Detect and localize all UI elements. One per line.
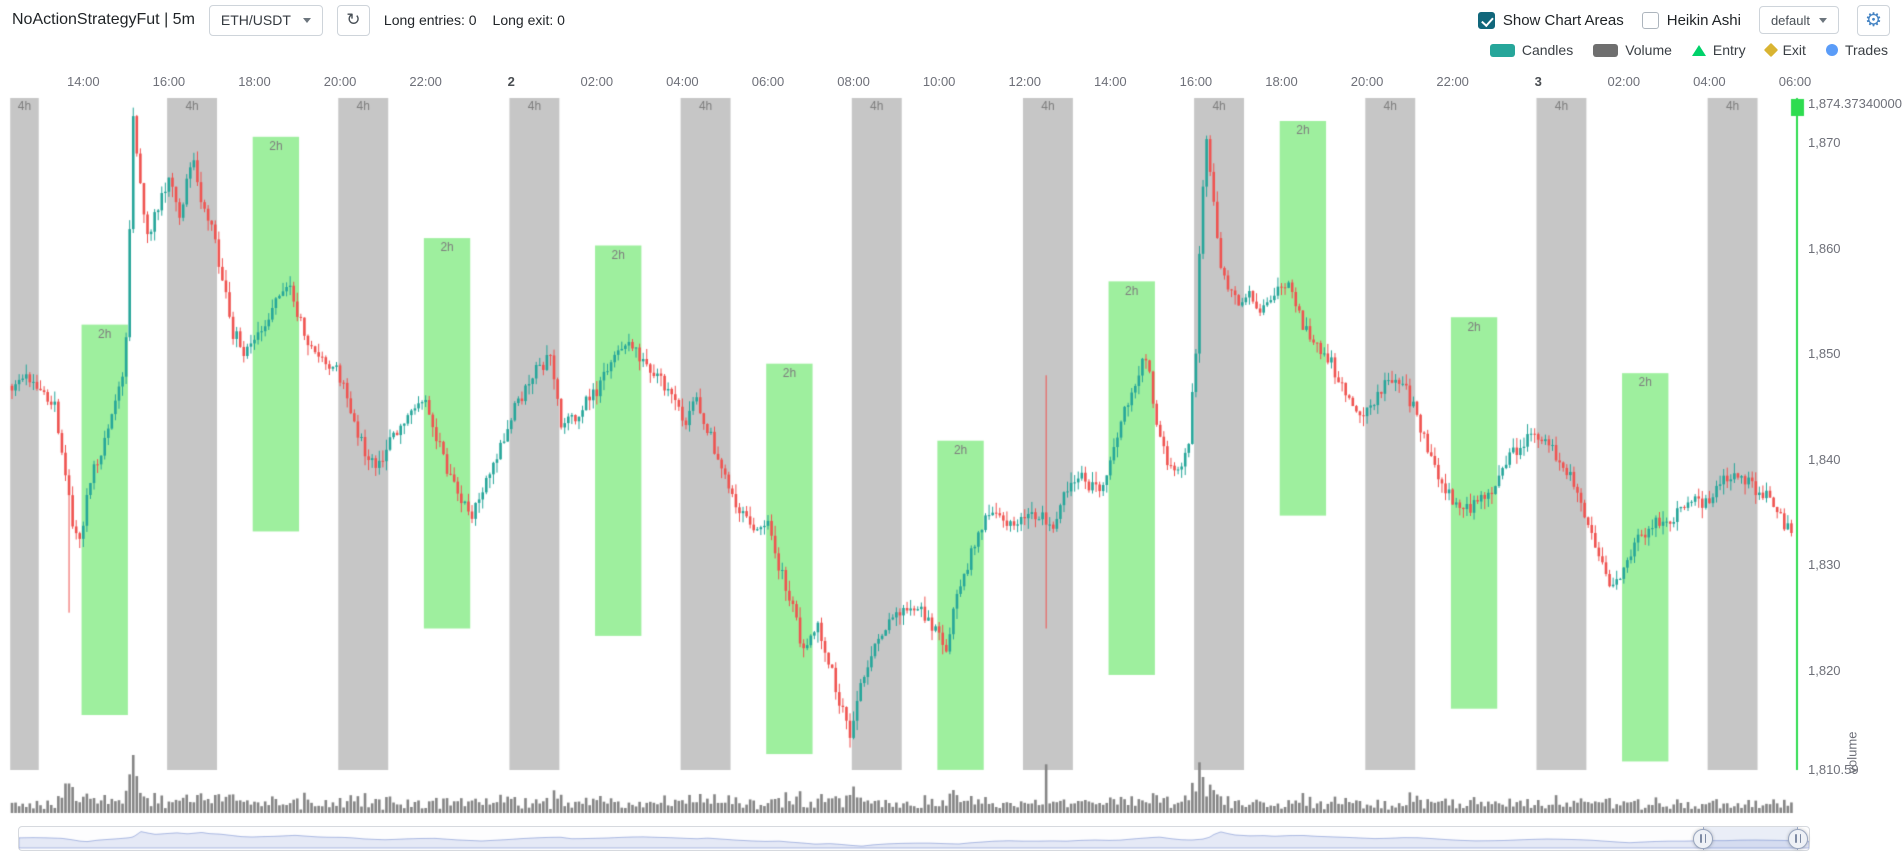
legend-label: Trades — [1844, 42, 1888, 58]
gear-icon: ⚙ — [1864, 9, 1883, 31]
y-axis-label: 1,840 — [1808, 451, 1841, 467]
y-axis-label: 1,874.373400000 — [1808, 96, 1902, 111]
show-chart-areas-checkbox[interactable]: Show Chart Areas — [1477, 11, 1624, 29]
topbar: NoActionStrategyFut | 5m ETH/USDT ↻ Long… — [0, 0, 1902, 40]
y-axis-label: 1,820 — [1808, 662, 1841, 678]
plot-config-select[interactable]: default — [1758, 6, 1839, 34]
y-axis-label: 1,850 — [1808, 346, 1841, 362]
y-axis-label: 1,860 — [1808, 240, 1841, 256]
legend-item-exit[interactable]: Exit — [1763, 42, 1806, 58]
x-axis-label: 20:00 — [1350, 74, 1384, 89]
x-axis-label: 02:00 — [580, 74, 614, 89]
x-axis-label: 18:00 — [238, 74, 271, 89]
x-axis: 14:00 16:00 18:00 20:00 22:00 2 02:00 04:00 06:0… — [0, 74, 1812, 90]
x-axis-label: 02:00 — [1607, 74, 1641, 89]
x-axis-label: 14:00 — [67, 74, 100, 89]
legend-item-trades[interactable]: Trades — [1825, 42, 1888, 58]
x-axis-label: 3 — [1534, 74, 1542, 89]
datazoom-preview — [19, 827, 1809, 850]
y-axis-label: 1,830 — [1808, 557, 1841, 573]
x-axis-label: 04:00 — [1693, 74, 1726, 89]
trades-swatch-icon — [1825, 44, 1838, 56]
legend-label: Entry — [1712, 42, 1746, 58]
volume-swatch-icon — [1593, 43, 1619, 57]
checkbox-unchecked-icon — [1641, 11, 1659, 29]
datazoom-handle-right[interactable] — [1788, 828, 1809, 849]
volume-axis-label: volume — [1844, 731, 1860, 774]
trade-counts: Long entries: 0 Long exit: 0 — [384, 12, 565, 28]
refresh-icon: ↻ — [346, 10, 361, 29]
x-axis-label: 20:00 — [323, 74, 357, 89]
exit-swatch-icon — [1763, 42, 1778, 58]
pair-select-value: ETH/USDT — [220, 12, 291, 28]
legend-item-entry[interactable]: Entry — [1691, 42, 1746, 58]
entry-swatch-icon — [1691, 44, 1706, 56]
topbar-right-controls: Show Chart Areas Heikin Ashi default ⚙ — [1477, 4, 1890, 36]
x-axis-label: 16:00 — [1179, 74, 1213, 89]
x-axis-label: 06:00 — [751, 74, 785, 89]
legend-label: Volume — [1625, 42, 1672, 58]
show-chart-areas-label: Show Chart Areas — [1502, 11, 1624, 29]
chevron-down-icon — [302, 17, 311, 23]
datazoom-handle-left[interactable] — [1693, 828, 1714, 849]
checkbox-checked-icon — [1477, 11, 1495, 29]
legend-item-volume[interactable]: Volume — [1593, 42, 1672, 58]
y-axis-label: 1,870 — [1808, 135, 1841, 151]
price-chart-canvas[interactable] — [0, 97, 1810, 816]
legend-label: Candles — [1521, 42, 1574, 58]
x-axis-label: 10:00 — [922, 74, 956, 89]
pair-select[interactable]: ETH/USDT — [208, 4, 323, 36]
x-axis-label: 12:00 — [1008, 74, 1042, 89]
refresh-button[interactable]: ↻ — [336, 4, 370, 36]
x-axis-label: 14:00 — [1094, 74, 1127, 89]
x-axis-label: 16:00 — [152, 74, 186, 89]
heikin-ashi-label: Heikin Ashi — [1666, 11, 1741, 29]
chart-legend: Candles Volume Entry Exit Trades — [1489, 40, 1888, 60]
legend-item-candles[interactable]: Candles — [1489, 42, 1574, 58]
legend-label: Exit — [1782, 42, 1806, 58]
y-axis-label: 1,810.59 — [1808, 762, 1859, 777]
long-entries-count: Long entries: 0 — [383, 12, 477, 28]
plot-config-value: default — [1770, 12, 1810, 28]
datazoom-window[interactable] — [1703, 827, 1799, 850]
long-exit-count: Long exit: 0 — [492, 12, 565, 28]
x-axis-label: 06:00 — [1778, 74, 1812, 89]
datazoom-slider[interactable] — [18, 826, 1810, 851]
x-axis-label: 22:00 — [1436, 74, 1469, 89]
y-axis: 1,874.373400000 1,870 1,860 1,850 1,840 1,830… — [1808, 0, 1902, 820]
x-axis-label: 2 — [507, 74, 515, 89]
plot-settings-button[interactable]: ⚙ — [1857, 4, 1890, 36]
heikin-ashi-checkbox[interactable]: Heikin Ashi — [1641, 11, 1741, 29]
x-axis-label: 08:00 — [837, 74, 870, 89]
candles-swatch-icon — [1489, 43, 1515, 57]
chevron-down-icon — [1819, 17, 1827, 23]
x-axis-label: 04:00 — [666, 74, 699, 89]
x-axis-label: 18:00 — [1265, 74, 1298, 89]
x-axis-label: 22:00 — [409, 74, 442, 89]
strategy-timeframe-title: NoActionStrategyFut | 5m — [12, 11, 195, 28]
